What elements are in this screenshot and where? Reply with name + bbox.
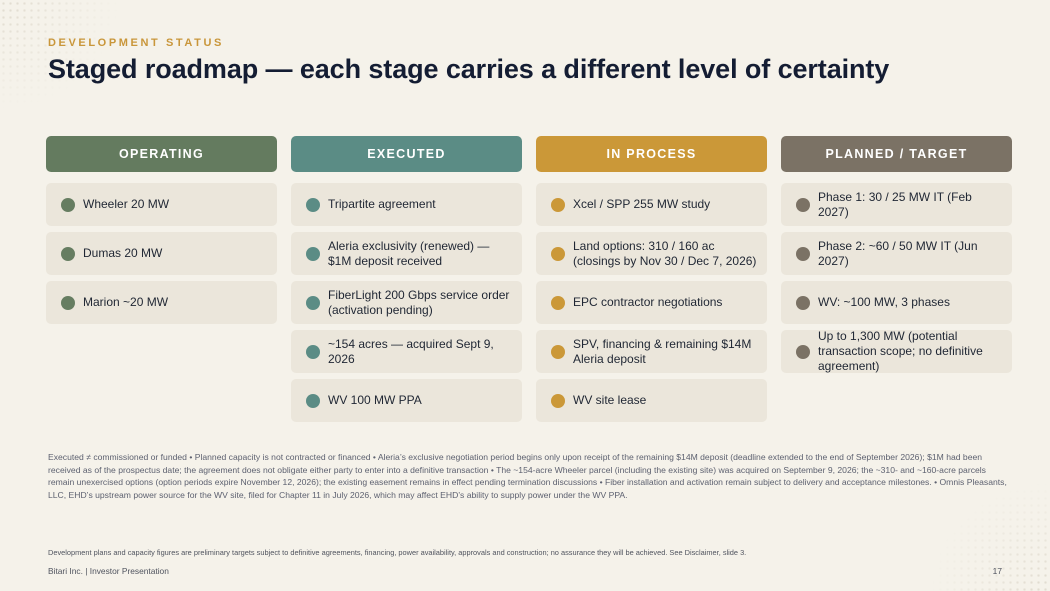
status-dot-icon [796,295,810,310]
status-dot-icon [306,295,320,310]
status-dot-icon [551,197,565,212]
roadmap-item: WV 100 MW PPA [291,379,522,422]
roadmap-item-label: Marion ~20 MW [83,295,169,309]
column-executed: EXECUTED Tripartite agreement Aleria exc… [291,136,522,428]
roadmap-item-label: Wheeler 20 MW [83,197,170,211]
status-dot-icon [306,246,320,261]
column-planned-target: PLANNED / TARGET Phase 1: 30 / 25 MW IT … [781,136,1012,428]
roadmap-item-label: WV site lease [573,393,647,407]
roadmap-item: EPC contractor negotiations [536,281,767,324]
roadmap-item-label: Phase 2: ~60 / 50 MW IT (Jun 2027) [818,238,978,268]
roadmap-item-label: FiberLight 200 Gbps service order (activ… [328,287,510,317]
column-header-operating: OPERATING [46,136,277,172]
roadmap-item-label: Up to 1,300 MW (potential transaction sc… [818,329,983,373]
roadmap-item-label: Phase 1: 30 / 25 MW IT (Feb 2027) [818,189,972,219]
column-header-planned-target: PLANNED / TARGET [781,136,1012,172]
roadmap-item: Up to 1,300 MW (potential transaction sc… [781,329,1012,373]
roadmap-item-label: Xcel / SPP 255 MW study [573,197,711,211]
roadmap-item: Land options: 310 / 160 ac (closings by … [536,232,767,275]
status-dot-icon [796,344,810,359]
status-dot-icon [306,344,320,359]
roadmap-item: ~154 acres — acquired Sept 9, 2026 [291,330,522,373]
roadmap-item: WV site lease [536,379,767,422]
roadmap-item: Wheeler 20 MW [46,183,277,226]
column-header-in-process: IN PROCESS [536,136,767,172]
section-eyebrow: DEVELOPMENT STATUS [48,37,224,49]
status-dot-icon [551,246,565,261]
roadmap-item-label: SPV, financing & remaining $14M Aleria d… [573,336,752,366]
roadmap-item-label: ~154 acres — acquired Sept 9, 2026 [328,336,494,366]
status-dot-icon [306,393,320,408]
status-dot-icon [61,295,75,310]
roadmap-item: WV: ~100 MW, 3 phases [781,281,1012,324]
footer-company: Bitari Inc. | Investor Presentation [48,566,169,576]
roadmap-item-label: Land options: 310 / 160 ac (closings by … [573,238,757,268]
roadmap-item-label: EPC contractor negotiations [573,295,723,309]
roadmap-columns: OPERATING Wheeler 20 MW Dumas 20 MW Mari… [46,136,1012,428]
column-in-process: IN PROCESS Xcel / SPP 255 MW study Land … [536,136,767,428]
roadmap-item: FiberLight 200 Gbps service order (activ… [291,281,522,324]
roadmap-item-label: WV 100 MW PPA [328,393,422,407]
footnotes: Executed ≠ commissioned or funded • Plan… [48,452,1007,500]
roadmap-item: Marion ~20 MW [46,281,277,324]
status-dot-icon [551,295,565,310]
status-dot-icon [796,197,810,212]
status-dot-icon [796,246,810,261]
column-operating: OPERATING Wheeler 20 MW Dumas 20 MW Mari… [46,136,277,428]
status-dot-icon [306,197,320,212]
roadmap-item: Aleria exclusivity (renewed) — $1M depos… [291,232,522,275]
column-header-executed: EXECUTED [291,136,522,172]
roadmap-item: Dumas 20 MW [46,232,277,275]
roadmap-item-label: Tripartite agreement [328,197,436,211]
page-number: 17 [992,566,1002,576]
roadmap-item-label: WV: ~100 MW, 3 phases [818,295,950,309]
roadmap-item: Phase 1: 30 / 25 MW IT (Feb 2027) [781,183,1012,226]
roadmap-item-label: Aleria exclusivity (renewed) — $1M depos… [328,238,490,268]
page-title: Staged roadmap — each stage carries a di… [48,54,890,84]
roadmap-item: Phase 2: ~60 / 50 MW IT (Jun 2027) [781,232,1012,275]
status-dot-icon [61,246,75,261]
roadmap-item: Xcel / SPP 255 MW study [536,183,767,226]
roadmap-item-label: Dumas 20 MW [83,246,163,260]
disclaimer: Development plans and capacity figures a… [48,548,747,557]
status-dot-icon [551,393,565,408]
status-dot-icon [61,197,75,212]
status-dot-icon [551,344,565,359]
roadmap-item: SPV, financing & remaining $14M Aleria d… [536,330,767,373]
roadmap-item: Tripartite agreement [291,183,522,226]
